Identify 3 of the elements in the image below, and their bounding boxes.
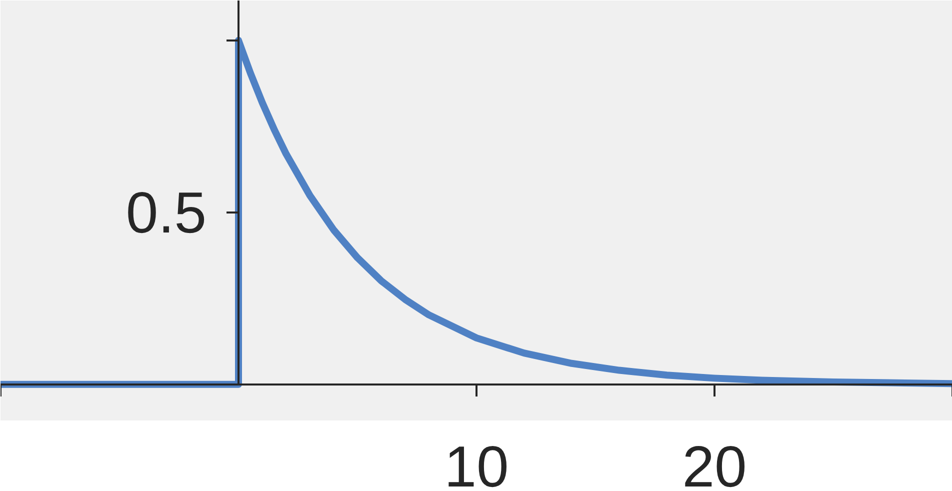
annotation: 0.5 — [126, 180, 207, 246]
x-tick-label: 10 — [444, 434, 509, 491]
x-tick-label: 20 — [682, 434, 747, 491]
